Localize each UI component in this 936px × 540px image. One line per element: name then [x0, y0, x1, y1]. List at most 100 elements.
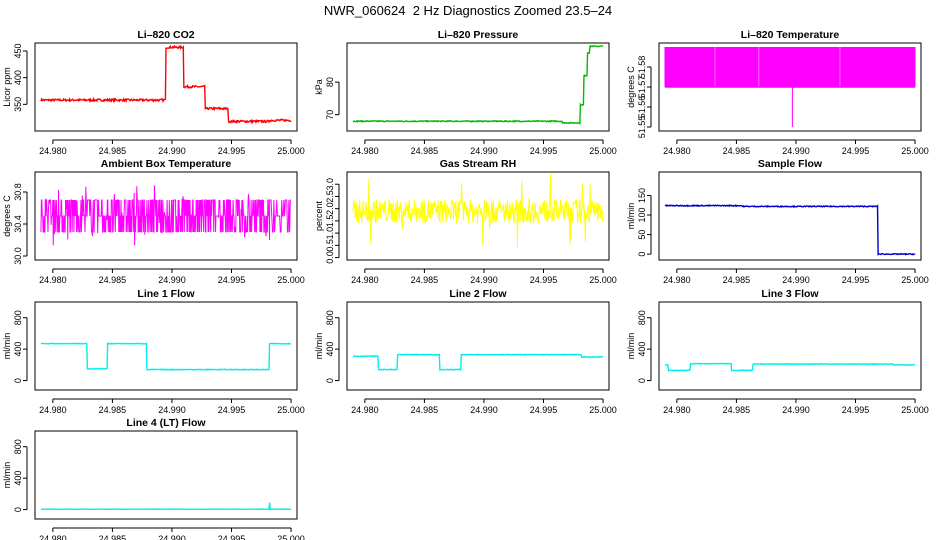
ambient-box-temperature-title: Ambient Box Temperature [101, 158, 232, 170]
line-4-lt-flow-ytick-label: 0 [13, 507, 23, 512]
gas-stream-rh-ytick-label: 2.5 [325, 190, 335, 203]
gas-stream-rh-ytick-label: 0.0 [325, 251, 335, 264]
line-4-lt-flow-ylabel: ml/min [2, 462, 12, 489]
sample-flow-xtick-label: 25.000 [901, 275, 929, 285]
li-820-pressure-xtick-label: 24.980 [351, 146, 379, 156]
li-820-pressure-panel: Li–820 Pressure kPa 24.980 24.985 24.990 24.9… [314, 29, 617, 156]
li-820-temperature-ytick-label: 51.55 [637, 116, 647, 139]
line-3-flow-frame [658, 301, 922, 391]
li-820-co2-xtick-label: 24.980 [39, 146, 67, 156]
line-2-flow-ytick-label: 0 [325, 378, 335, 383]
sample-flow-ytick-label: 150 [637, 188, 647, 203]
li-820-co2-ylabel: Licor ppm [2, 67, 12, 107]
sample-flow-panel: Sample Flow ml/min 24.980 24.985 24.990 24.99… [626, 158, 929, 285]
li-820-pressure-ylabel: kPa [314, 79, 324, 95]
line-1-flow-panel: Line 1 Flow ml/min 24.980 24.985 24.990 24.99… [2, 288, 305, 415]
sample-flow-xtick-label: 24.985 [723, 275, 751, 285]
ambient-box-temperature-ytick-label: 30.8 [13, 183, 23, 201]
ambient-box-temperature-frame [34, 171, 298, 261]
line-1-flow-xtick-label: 24.995 [218, 405, 246, 415]
sample-flow-xtick-label: 24.980 [663, 275, 691, 285]
gas-stream-rh-xtick-label: 24.980 [351, 275, 379, 285]
line-3-flow-ytick-label: 800 [637, 310, 647, 325]
ambient-box-temperature-xtick-label: 24.990 [158, 275, 186, 285]
main-title: NWR_060624 2 Hz Diagnostics Zoomed 23.5–… [323, 3, 613, 18]
li-820-pressure-xtick-label: 24.985 [411, 146, 439, 156]
li-820-co2-xtick-label: 24.990 [158, 146, 186, 156]
ambient-box-temperature-panel: Ambient Box Temperature degrees C 24.980 24… [2, 158, 305, 285]
li-820-temperature-xtick-label: 24.995 [842, 146, 870, 156]
li-820-temperature-ytick-label: 51.57 [637, 76, 647, 99]
li-820-co2-xtick-label: 25.000 [277, 146, 305, 156]
li-820-pressure-xtick-label: 24.990 [470, 146, 498, 156]
li-820-temperature-ylabel: degrees C [626, 66, 636, 108]
li-820-temperature-panel: Li–820 Temperature degrees C 24.980 24.985 2… [626, 29, 929, 156]
ambient-box-temperature-ytick-label: 30.4 [13, 215, 23, 233]
gas-stream-rh-frame [346, 171, 610, 261]
li-820-co2-ytick-label: 350 [13, 97, 23, 112]
line-3-flow-xtick-label: 24.980 [663, 405, 691, 415]
line-4-lt-flow-panel: Line 4 (LT) Flow ml/min 24.980 24.985 24.990… [2, 417, 305, 540]
line-4-lt-flow-xtick-label: 24.985 [99, 534, 127, 540]
gas-stream-rh-series-line [352, 173, 604, 248]
line-3-flow-xtick-label: 25.000 [901, 405, 929, 415]
li-820-temperature-xtick-label: 24.985 [723, 146, 751, 156]
li-820-co2-xtick-label: 24.995 [218, 146, 246, 156]
li-820-pressure-xtick-label: 24.995 [530, 146, 558, 156]
line-1-flow-xtick-label: 24.980 [39, 405, 67, 415]
li-820-pressure-ytick-label: 80 [325, 77, 335, 87]
line-1-flow-xtick-label: 25.000 [277, 405, 305, 415]
li-820-temperature-ytick-label: 51.58 [637, 56, 647, 79]
line-2-flow-title: Line 2 Flow [449, 288, 507, 300]
line-4-lt-flow-xtick-label: 24.990 [158, 534, 186, 540]
li-820-co2-ytick-label: 400 [13, 70, 23, 85]
line-2-flow-xtick-label: 25.000 [589, 405, 617, 415]
gas-stream-rh-xtick-label: 24.990 [470, 275, 498, 285]
ambient-box-temperature-xtick-label: 24.995 [218, 275, 246, 285]
line-4-lt-flow-ytick-label: 400 [13, 471, 23, 486]
line-1-flow-ytick-label: 400 [13, 342, 23, 357]
sample-flow-ytick-label: 50 [637, 230, 647, 240]
li-820-pressure-xtick-label: 25.000 [589, 146, 617, 156]
li-820-pressure-series-line [352, 44, 604, 125]
li-820-pressure-title: Li–820 Pressure [438, 29, 519, 41]
gas-stream-rh-ytick-label: 0.5 [325, 239, 335, 252]
ambient-box-temperature-xtick-label: 25.000 [277, 275, 305, 285]
line-4-lt-flow-title: Line 4 (LT) Flow [126, 417, 206, 429]
line-4-lt-flow-frame [34, 430, 298, 520]
sample-flow-xtick-label: 24.990 [782, 275, 810, 285]
line-3-flow-xtick-label: 24.985 [723, 405, 751, 415]
li-820-temperature-xtick-label: 24.990 [782, 146, 810, 156]
line-4-lt-flow-ytick-label: 800 [13, 439, 23, 454]
li-820-temperature-title: Li–820 Temperature [741, 29, 840, 41]
line-3-flow-ytick-label: 0 [637, 378, 647, 383]
li-820-co2-panel: Li–820 CO2 Licor ppm 24.980 24.985 24.990 24.… [2, 29, 305, 156]
gas-stream-rh-xtick-label: 24.995 [530, 275, 558, 285]
line-2-flow-ylabel: ml/min [314, 333, 324, 360]
line-1-flow-ytick-label: 0 [13, 378, 23, 383]
li-820-temperature-xtick-label: 25.000 [901, 146, 929, 156]
line-1-flow-frame [34, 301, 298, 391]
li-820-temperature-ytick-label: 51.56 [637, 96, 647, 119]
gas-stream-rh-xtick-label: 25.000 [589, 275, 617, 285]
li-820-pressure-ytick-label: 70 [325, 110, 335, 120]
gas-stream-rh-ytick-label: 1.5 [325, 215, 335, 228]
line-4-lt-flow-xtick-label: 24.980 [39, 534, 67, 540]
li-820-pressure-frame [346, 42, 610, 132]
sample-flow-frame [658, 171, 922, 261]
line-1-flow-xtick-label: 24.990 [158, 405, 186, 415]
li-820-temperature-xtick-label: 24.980 [663, 146, 691, 156]
line-2-flow-ytick-label: 800 [325, 310, 335, 325]
line-3-flow-series-line [664, 362, 916, 373]
line-2-flow-panel: Line 2 Flow ml/min 24.980 24.985 24.990 24.99… [314, 288, 617, 415]
line-1-flow-series-line [40, 342, 292, 371]
line-3-flow-xtick-label: 24.995 [842, 405, 870, 415]
line-2-flow-series-line [352, 353, 604, 372]
ambient-box-temperature-ytick-label: 30.0 [13, 247, 23, 265]
sample-flow-ylabel: ml/min [626, 203, 636, 230]
sample-flow-ytick-label: 0 [637, 252, 647, 257]
gas-stream-rh-ytick-label: 2.0 [325, 202, 335, 215]
line-1-flow-xtick-label: 24.985 [99, 405, 127, 415]
line-1-flow-title: Line 1 Flow [137, 288, 195, 300]
